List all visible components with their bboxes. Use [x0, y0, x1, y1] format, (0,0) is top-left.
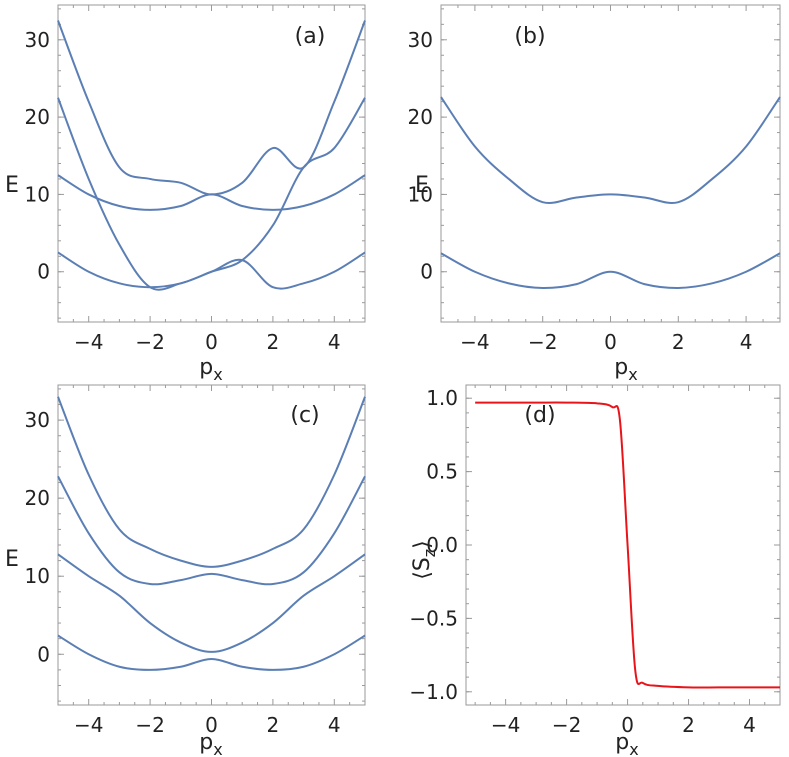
- plot-frame: [57, 384, 366, 706]
- series-line-1: [440, 96, 781, 204]
- series-line-4: [57, 634, 366, 671]
- x-tick-label: −2: [552, 713, 581, 737]
- y-tick-label: 1.0: [426, 386, 458, 410]
- x-tick-label: 4: [740, 330, 753, 354]
- panel-tag: (c): [290, 403, 319, 428]
- series-line-2: [57, 251, 366, 290]
- y-tick-label: 0.5: [426, 460, 458, 484]
- series-line-2: [57, 475, 366, 586]
- x-tick-label: −2: [528, 330, 557, 354]
- y-tick-label: 0: [420, 260, 433, 284]
- y-tick-label: 20: [25, 486, 50, 510]
- x-tick-label: 0: [205, 330, 218, 354]
- x-tick-label: 0: [604, 330, 617, 354]
- plot-frame: [57, 4, 366, 323]
- x-axis-label: px: [614, 355, 637, 384]
- series-line-1: [475, 401, 780, 689]
- y-tick-label: 0: [37, 260, 50, 284]
- x-axis-label: px: [199, 730, 222, 757]
- panel-d: −4 −2 0 2 4 −1.0 −0.5 0.0 0.5 1.0 (d) px ⟨Sz⟩: [409, 384, 781, 757]
- series-line-2: [440, 252, 781, 289]
- panel-b: −4 −2 0 2 4 0 10 20 30 (b) px E: [408, 4, 781, 384]
- y-axis-label: E: [5, 547, 19, 572]
- x-tick-label: 2: [672, 330, 685, 354]
- plot-frame: [465, 384, 781, 706]
- x-tick-label: 2: [267, 713, 280, 737]
- x-tick-label: 2: [682, 713, 695, 737]
- y-tick-label: −1.0: [409, 680, 458, 704]
- x-tick-label: −4: [74, 713, 103, 737]
- x-tick-label: 0: [205, 713, 218, 737]
- x-tick-label: −4: [74, 330, 103, 354]
- x-tick-label: 4: [328, 713, 341, 737]
- x-tick-label: 4: [328, 330, 341, 354]
- series-line-1: [57, 396, 366, 568]
- series-line-4: [57, 174, 366, 211]
- y-tick-label: 20: [408, 105, 433, 129]
- y-tick-label: 10: [25, 564, 50, 588]
- y-axis-label: E: [5, 173, 19, 198]
- series-line-3: [57, 553, 366, 653]
- panel-a: −4 −2 0 2 4 0 10 20 30 (a) px E: [5, 4, 366, 384]
- y-tick-label: 30: [25, 408, 50, 432]
- panel-tag: (b): [514, 24, 545, 49]
- y-tick-label: 20: [25, 105, 50, 129]
- y-axis-label: E: [415, 173, 429, 198]
- y-axis-label: ⟨Sz⟩: [410, 540, 439, 580]
- x-tick-label: −2: [135, 713, 164, 737]
- x-tick-label: −2: [135, 330, 164, 354]
- y-tick-label: 30: [408, 28, 433, 52]
- y-tick-label: 0: [37, 642, 50, 666]
- panel-tag: (a): [295, 24, 326, 49]
- x-axis-label: px: [199, 355, 222, 384]
- x-tick-label: −4: [460, 330, 489, 354]
- y-tick-label: 10: [25, 182, 50, 206]
- y-tick-label: −0.5: [409, 606, 458, 630]
- x-tick-label: 4: [743, 713, 756, 737]
- x-tick-label: 2: [267, 330, 280, 354]
- y-tick-label: 30: [25, 28, 50, 52]
- panel-tag: (d): [524, 403, 555, 428]
- x-axis-label: px: [615, 730, 638, 757]
- x-tick-label: 0: [621, 713, 634, 737]
- panel-c: −4 −2 0 2 4 0 10 20 30 (c) px E: [5, 384, 366, 757]
- y-tick-label: 10: [408, 182, 433, 206]
- y-tick-label: 0.0: [426, 533, 458, 557]
- x-tick-label: −4: [491, 713, 520, 737]
